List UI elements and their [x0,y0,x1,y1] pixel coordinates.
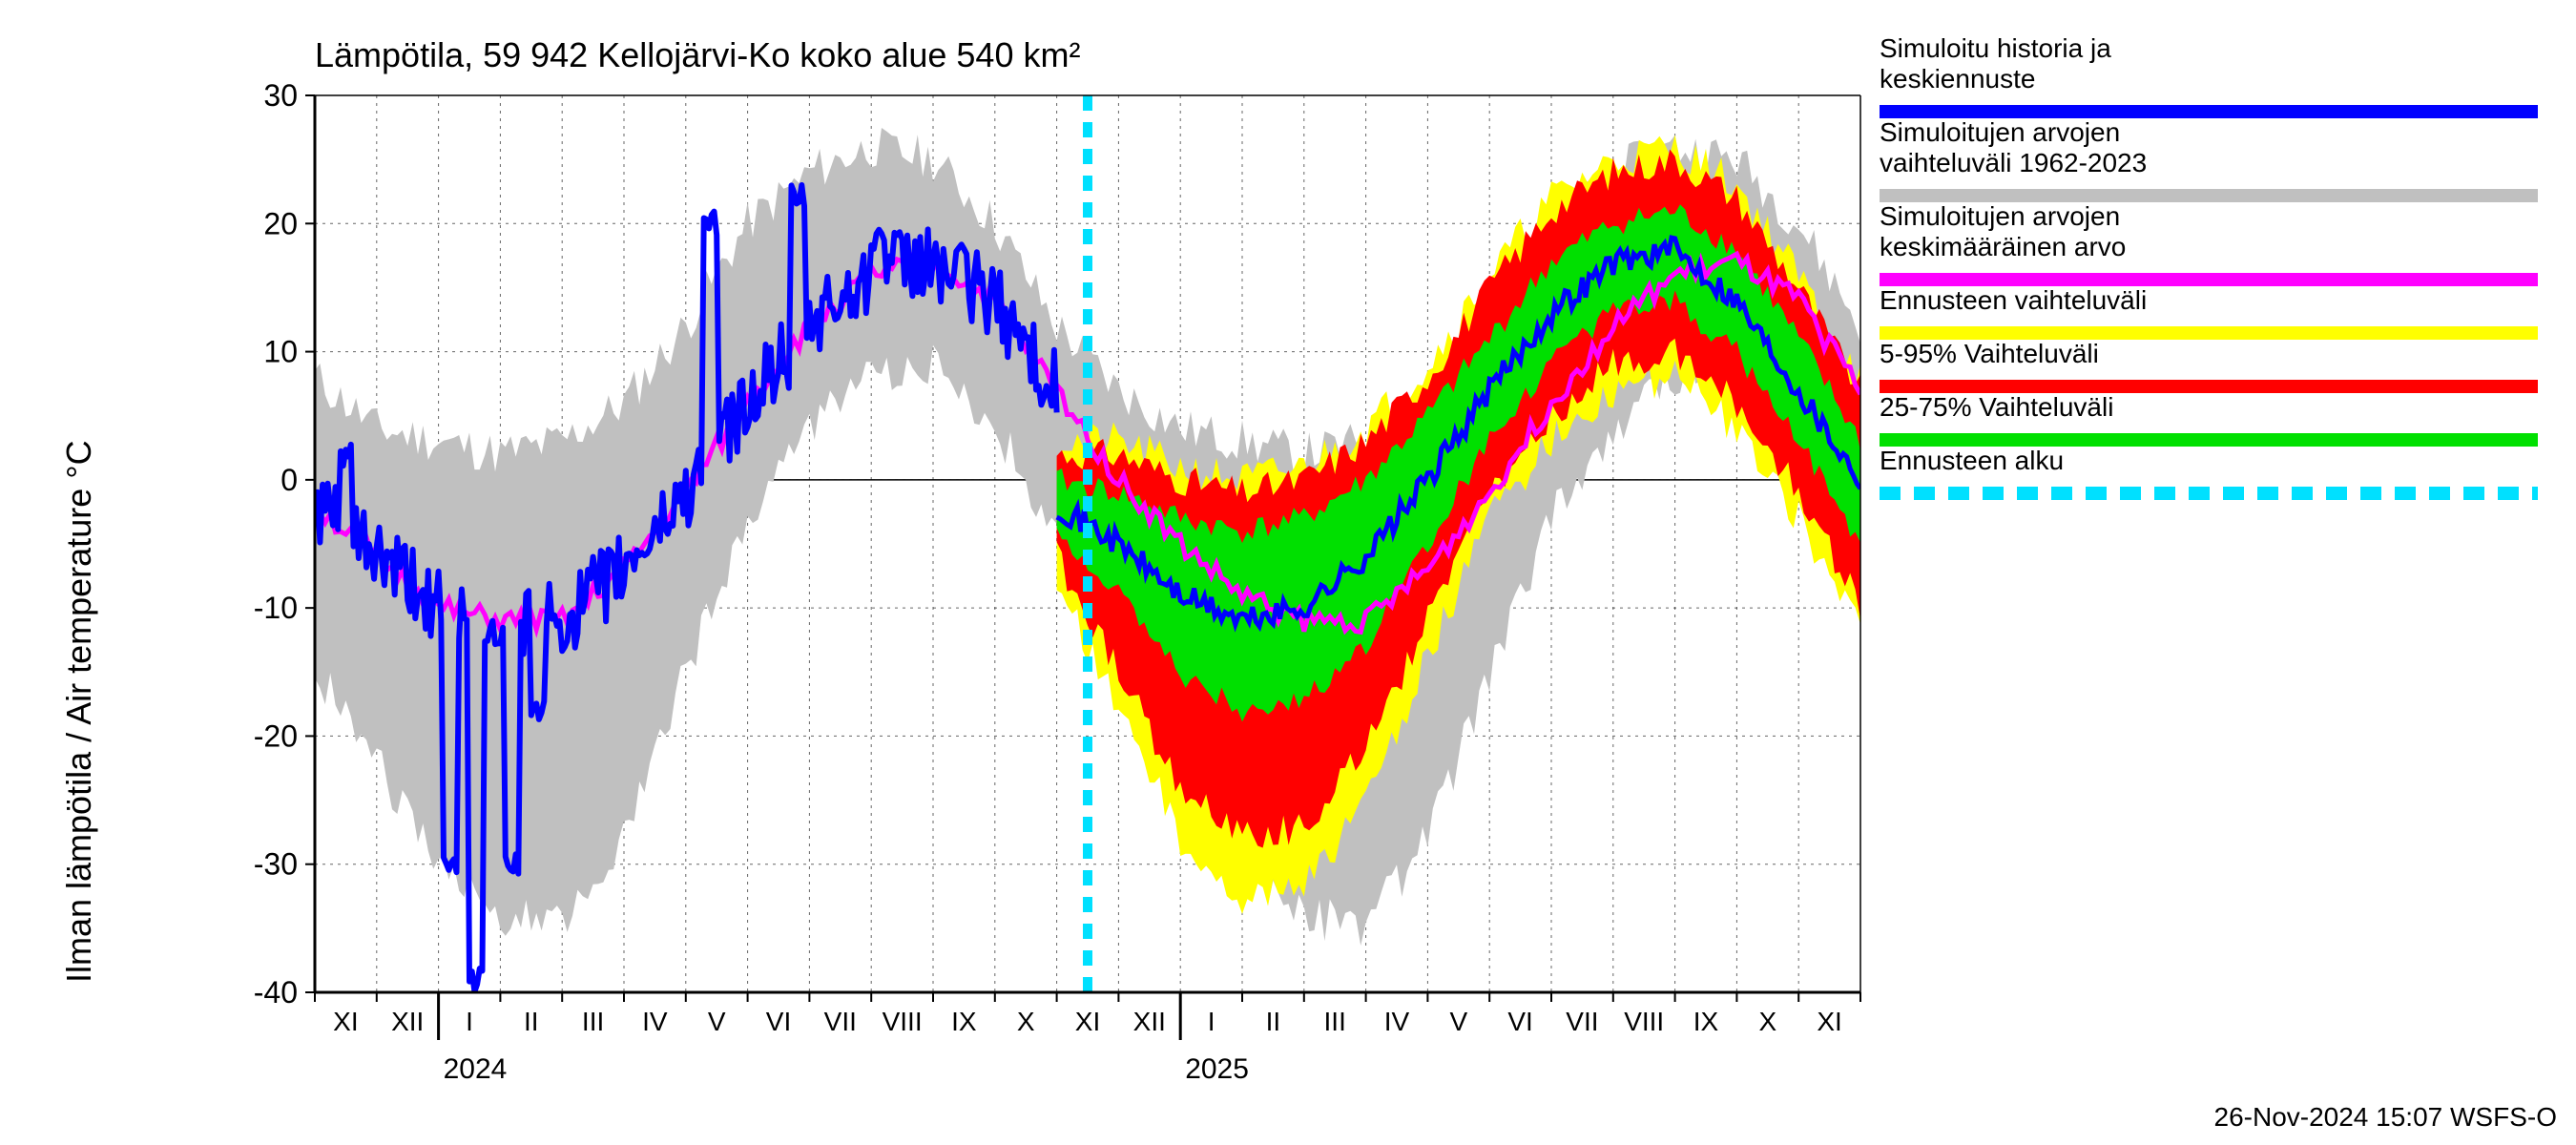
month-label: XII [1133,1007,1166,1036]
y-tick-label: 20 [263,206,298,240]
month-label: IV [642,1007,668,1036]
y-tick-label: -20 [254,718,298,753]
chart-title: Lämpötila, 59 942 Kellojärvi-Ko koko alu… [315,35,1080,74]
month-label: IV [1384,1007,1410,1036]
year-label: 2024 [444,1053,508,1085]
legend-label: Simuloitujen arvojen [1880,201,2120,231]
month-label: X [1017,1007,1035,1036]
month-label: II [1266,1007,1281,1036]
legend-swatch [1880,380,2538,393]
month-label: I [466,1007,473,1036]
legend-label: 25-75% Vaihteluväli [1880,392,2113,422]
month-label: V [708,1007,726,1036]
legend-swatch [1880,273,2538,286]
legend-swatch [1880,189,2538,202]
chart-svg: -40-30-20-100102030XIXIIIIIIIIIVVVIVIIVI… [0,0,2576,1145]
month-label: V [1449,1007,1467,1036]
legend-label: Ennusteen vaihteluväli [1880,285,2147,315]
month-label: II [524,1007,539,1036]
month-label: III [582,1007,604,1036]
month-label: VI [766,1007,791,1036]
month-label: III [1324,1007,1346,1036]
y-tick-label: -10 [254,591,298,625]
y-tick-label: 0 [280,463,298,497]
y-tick-label: -30 [254,847,298,882]
legend-label: 5-95% Vaihteluväli [1880,339,2099,368]
month-label: XI [333,1007,358,1036]
legend-swatch [1880,105,2538,118]
month-label: VII [824,1007,857,1036]
legend-label: keskimääräinen arvo [1880,232,2126,261]
month-label: XII [391,1007,424,1036]
month-label: VII [1566,1007,1598,1036]
chart-container: -40-30-20-100102030XIXIIIIIIIIIVVVIVIIVI… [0,0,2576,1145]
y-tick-label: 10 [263,335,298,369]
month-label: I [1208,1007,1215,1036]
legend-swatch [1880,433,2538,447]
legend-label: vaihteluväli 1962-2023 [1880,148,2147,177]
y-tick-label: 30 [263,78,298,113]
month-label: VIII [883,1007,923,1036]
month-label: IX [1693,1007,1719,1036]
month-label: XI [1817,1007,1841,1036]
footer-timestamp: 26-Nov-2024 15:07 WSFS-O [2214,1102,2558,1132]
legend-label: Simuloitujen arvojen [1880,117,2120,147]
legend-label: keskiennuste [1880,64,2035,94]
month-label: VI [1507,1007,1532,1036]
legend-label: Simuloitu historia ja [1880,33,2111,63]
month-label: IX [951,1007,977,1036]
legend-label: Ennusteen alku [1880,446,2064,475]
year-label: 2025 [1185,1053,1249,1085]
month-label: XI [1075,1007,1100,1036]
month-label: X [1758,1007,1776,1036]
y-tick-label: -40 [254,975,298,1010]
legend-swatch [1880,326,2538,340]
month-label: VIII [1624,1007,1664,1036]
y-axis-label: Ilman lämpötila / Air temperature °C [59,440,98,983]
